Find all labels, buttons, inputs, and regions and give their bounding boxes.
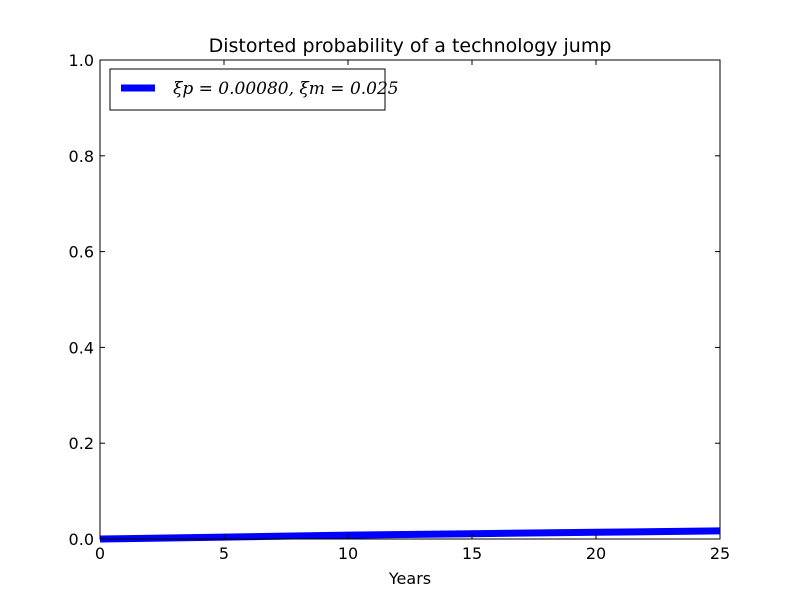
legend-box	[109, 68, 386, 111]
y-tick-label: 0.8	[69, 147, 94, 166]
x-tick-label: 15	[462, 544, 482, 563]
x-tick-label: 0	[95, 544, 105, 563]
plot-frame	[99, 59, 721, 540]
x-tick-label: 5	[219, 544, 229, 563]
legend-label-series-1: ξp = 0.00080, ξm = 0.025	[173, 79, 399, 99]
chart-title: Distorted probability of a technology ju…	[209, 35, 612, 57]
y-tick-label: 0.6	[69, 243, 94, 262]
y-tick-label: 0.4	[69, 338, 94, 357]
y-tick-label: 0.0	[69, 530, 94, 549]
x-tick-label: 20	[586, 544, 606, 563]
legend: ξp = 0.00080, ξm = 0.025	[109, 68, 399, 111]
series-layer	[99, 527, 721, 543]
y-tick-label: 1.0	[69, 51, 94, 70]
x-axis-label: Years	[388, 569, 431, 588]
x-tick-label: 10	[338, 544, 358, 563]
series-line-1	[99, 527, 721, 543]
ticks-layer: 0 5 10 15 20 25 0.0 0.2 0.4 0.6 0.8 1.0	[69, 51, 731, 563]
y-tick-label: 0.2	[69, 434, 94, 453]
x-tick-label: 25	[710, 544, 730, 563]
